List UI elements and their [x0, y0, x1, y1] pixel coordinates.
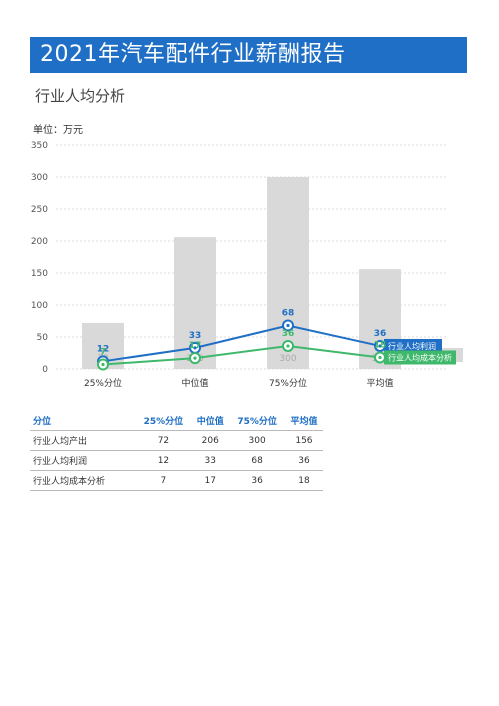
data-point-center [378, 355, 382, 360]
bar-value-label: 300 [279, 354, 296, 364]
table-cell: 68 [229, 450, 285, 471]
x-tick-label: 75%分位 [269, 377, 307, 389]
y-tick-label: 300 [31, 173, 48, 183]
y-tick-label: 50 [37, 333, 49, 343]
y-tick-label: 350 [31, 141, 48, 151]
salary-chart: 05010015020025030035072206300156行业人均产出12… [31, 141, 463, 389]
table-cell: 12 [135, 450, 192, 471]
data-point-center [193, 346, 197, 350]
data-point-center [101, 362, 105, 367]
table-cell: 行业人均利润 [30, 450, 136, 471]
table-cell: 156 [284, 430, 323, 451]
table-cell: 72 [135, 430, 192, 451]
table-cell: 36 [284, 450, 323, 471]
point-value-label: 17 [189, 341, 202, 351]
table-cell: 17 [191, 470, 230, 491]
point-value-label: 36 [374, 329, 387, 339]
y-tick-label: 150 [31, 269, 48, 279]
table-header-row: 分位 25%分位 中位值 75%分位 平均值 [30, 411, 323, 431]
table-cell: 7 [135, 470, 192, 491]
point-value-label: 18 [374, 340, 387, 350]
x-tick-label: 平均值 [366, 377, 393, 389]
table-row: 行业人均利润 12 33 68 36 [30, 450, 323, 471]
table-cell: 行业人均产出 [30, 430, 136, 451]
data-point-center [378, 344, 382, 348]
data-point-center [286, 344, 290, 348]
data-point-center [286, 323, 290, 328]
table-row: 行业人均成本分析 7 17 36 18 [30, 470, 323, 491]
table-cell: 206 [191, 430, 230, 451]
table-row: 行业人均产出 72 206 300 156 [30, 430, 323, 451]
series-legend-tag [384, 338, 442, 353]
point-value-label: 36 [282, 329, 295, 339]
point-value-label: 12 [97, 344, 110, 354]
table-cell: 300 [229, 430, 285, 451]
table-header-cell: 75%分位 [237, 417, 277, 427]
table-cell: 33 [191, 450, 230, 471]
y-tick-label: 250 [31, 205, 48, 215]
unit-label: 单位：万元 [33, 125, 83, 136]
y-tick-label: 200 [31, 237, 48, 247]
y-tick-label: 100 [31, 301, 48, 311]
report-title-banner: 2021年汽车配件行业薪酬报告 [30, 37, 467, 73]
series-line [102, 344, 381, 366]
x-tick-label: 中位值 [181, 377, 208, 389]
table-cell: 行业人均成本分析 [30, 470, 136, 491]
point-value-label: 7 [100, 348, 106, 358]
x-tick-label: 25%分位 [84, 377, 122, 389]
section-subtitle: 行业人均分析 [35, 87, 126, 105]
table-cell: 36 [229, 470, 285, 491]
table-header-cell: 25%分位 [143, 417, 184, 427]
bar [267, 177, 309, 369]
y-tick-label: 0 [42, 365, 48, 375]
series-legend-tag [384, 350, 456, 365]
series-line [102, 324, 381, 363]
point-value-label: 33 [189, 331, 202, 341]
table-header-cell: 中位值 [196, 417, 224, 427]
table-header-cell: 平均值 [290, 417, 318, 427]
table-header-cell: 分位 [33, 417, 52, 427]
series-legend-label: 行业人均成本分析 [388, 352, 452, 362]
series-legend-label: 行业人均利润 [388, 341, 436, 351]
table-body: 行业人均产出 72 206 300 156 行业人均利润 12 33 68 36 行业人均成本分析 7… [30, 430, 323, 491]
table-cell: 18 [284, 470, 323, 491]
point-value-label: 68 [282, 308, 295, 318]
data-point-center [193, 356, 197, 360]
data-table: 分位 25%分位 中位值 75%分位 平均值 行业人均产出 72 206 300 156 行业人均… [30, 411, 323, 491]
